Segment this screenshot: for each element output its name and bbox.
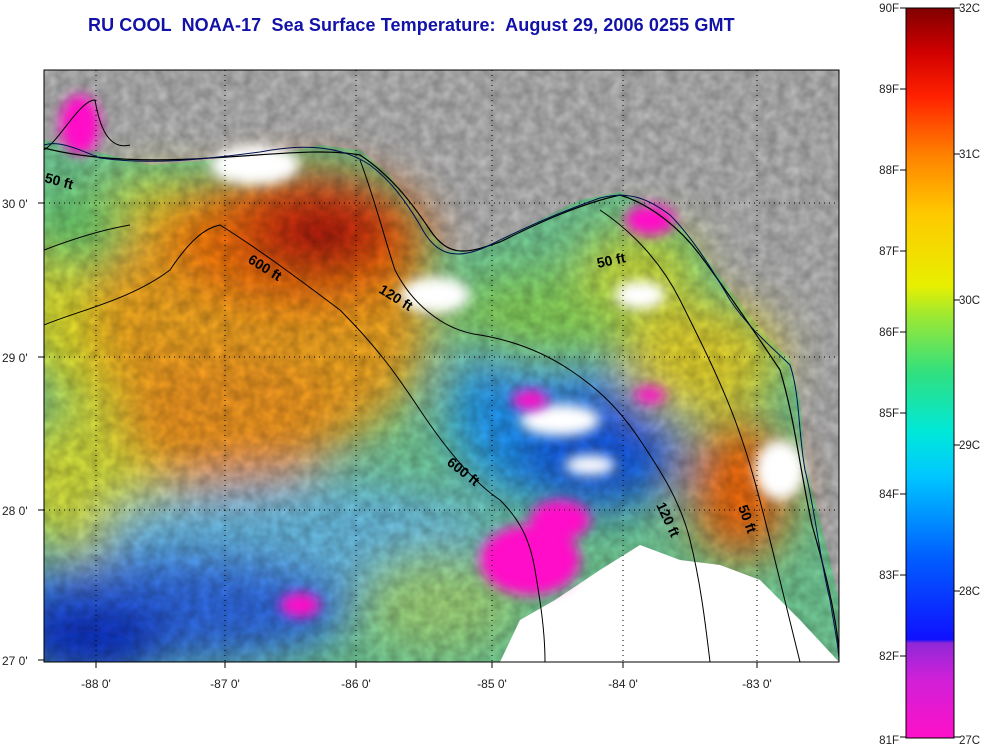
x-tick-label: -88 0' [81, 677, 111, 691]
colorbar-f-label: 86F [879, 327, 899, 339]
map-image: 50 ft 600 ft 120 ft 50 ft 600 ft 120 ft … [43, 70, 839, 662]
colorbar-c-label: 31C [959, 149, 980, 161]
colorbar-f-label: 81F [879, 735, 899, 747]
colorbar-f-label: 85F [879, 408, 899, 420]
colorbar-f-label: 89F [879, 84, 899, 96]
bathymetry-contours [44, 99, 839, 662]
colorbar-c-label: 30C [959, 295, 980, 307]
colorbar-f-labels: 90F 89F 88F 87F 86F 85F 84F 83F 82F 81F [879, 3, 899, 747]
y-axis-labels: 30 0' 29 0' 28 0' 27 0' [2, 197, 28, 668]
cool-patches [60, 95, 675, 617]
graticule [44, 70, 839, 662]
colorbar-f-label: 82F [879, 651, 899, 663]
map-frame [43, 69, 840, 663]
colorbar-c-label: 29C [959, 440, 980, 452]
map-title: RU COOL NOAA-17 Sea Surface Temperature:… [88, 15, 735, 35]
x-tick-label: -83 0' [742, 677, 772, 691]
colorbar-ticks [900, 7, 960, 738]
colorbar-f-label: 90F [879, 3, 899, 15]
x-tick-label: -87 0' [210, 677, 240, 691]
x-tick-label: -86 0' [341, 677, 371, 691]
y-tick-label: 27 0' [2, 654, 28, 668]
coastline [44, 143, 839, 662]
colorbar-f-label: 84F [879, 489, 899, 501]
cloud-south [500, 545, 839, 662]
y-tick-label: 28 0' [2, 504, 28, 518]
x-axis-labels: -88 0' -87 0' -86 0' -85 0' -84 0' -83 0… [81, 677, 772, 691]
colorbar-c-label: 32C [959, 3, 980, 15]
axis-ticks [38, 202, 758, 668]
x-tick-label: -84 0' [608, 677, 638, 691]
y-tick-label: 29 0' [2, 351, 28, 365]
colorbar-f-label: 87F [879, 246, 899, 258]
colorbar-c-label: 28C [959, 586, 980, 598]
colorbar [905, 7, 955, 739]
colorbar-f-label: 83F [879, 570, 899, 582]
y-tick-label: 30 0' [2, 197, 28, 211]
contour-label: 50 ft [43, 169, 75, 192]
sst-field [44, 70, 839, 662]
colorbar-c-label: 27C [959, 735, 980, 747]
colorbar-c-labels: 32C 31C 30C 29C 28C 27C [959, 3, 980, 747]
x-tick-label: -85 0' [477, 677, 507, 691]
colorbar-f-label: 88F [879, 165, 899, 177]
contour-label: 50 ft [595, 249, 627, 271]
